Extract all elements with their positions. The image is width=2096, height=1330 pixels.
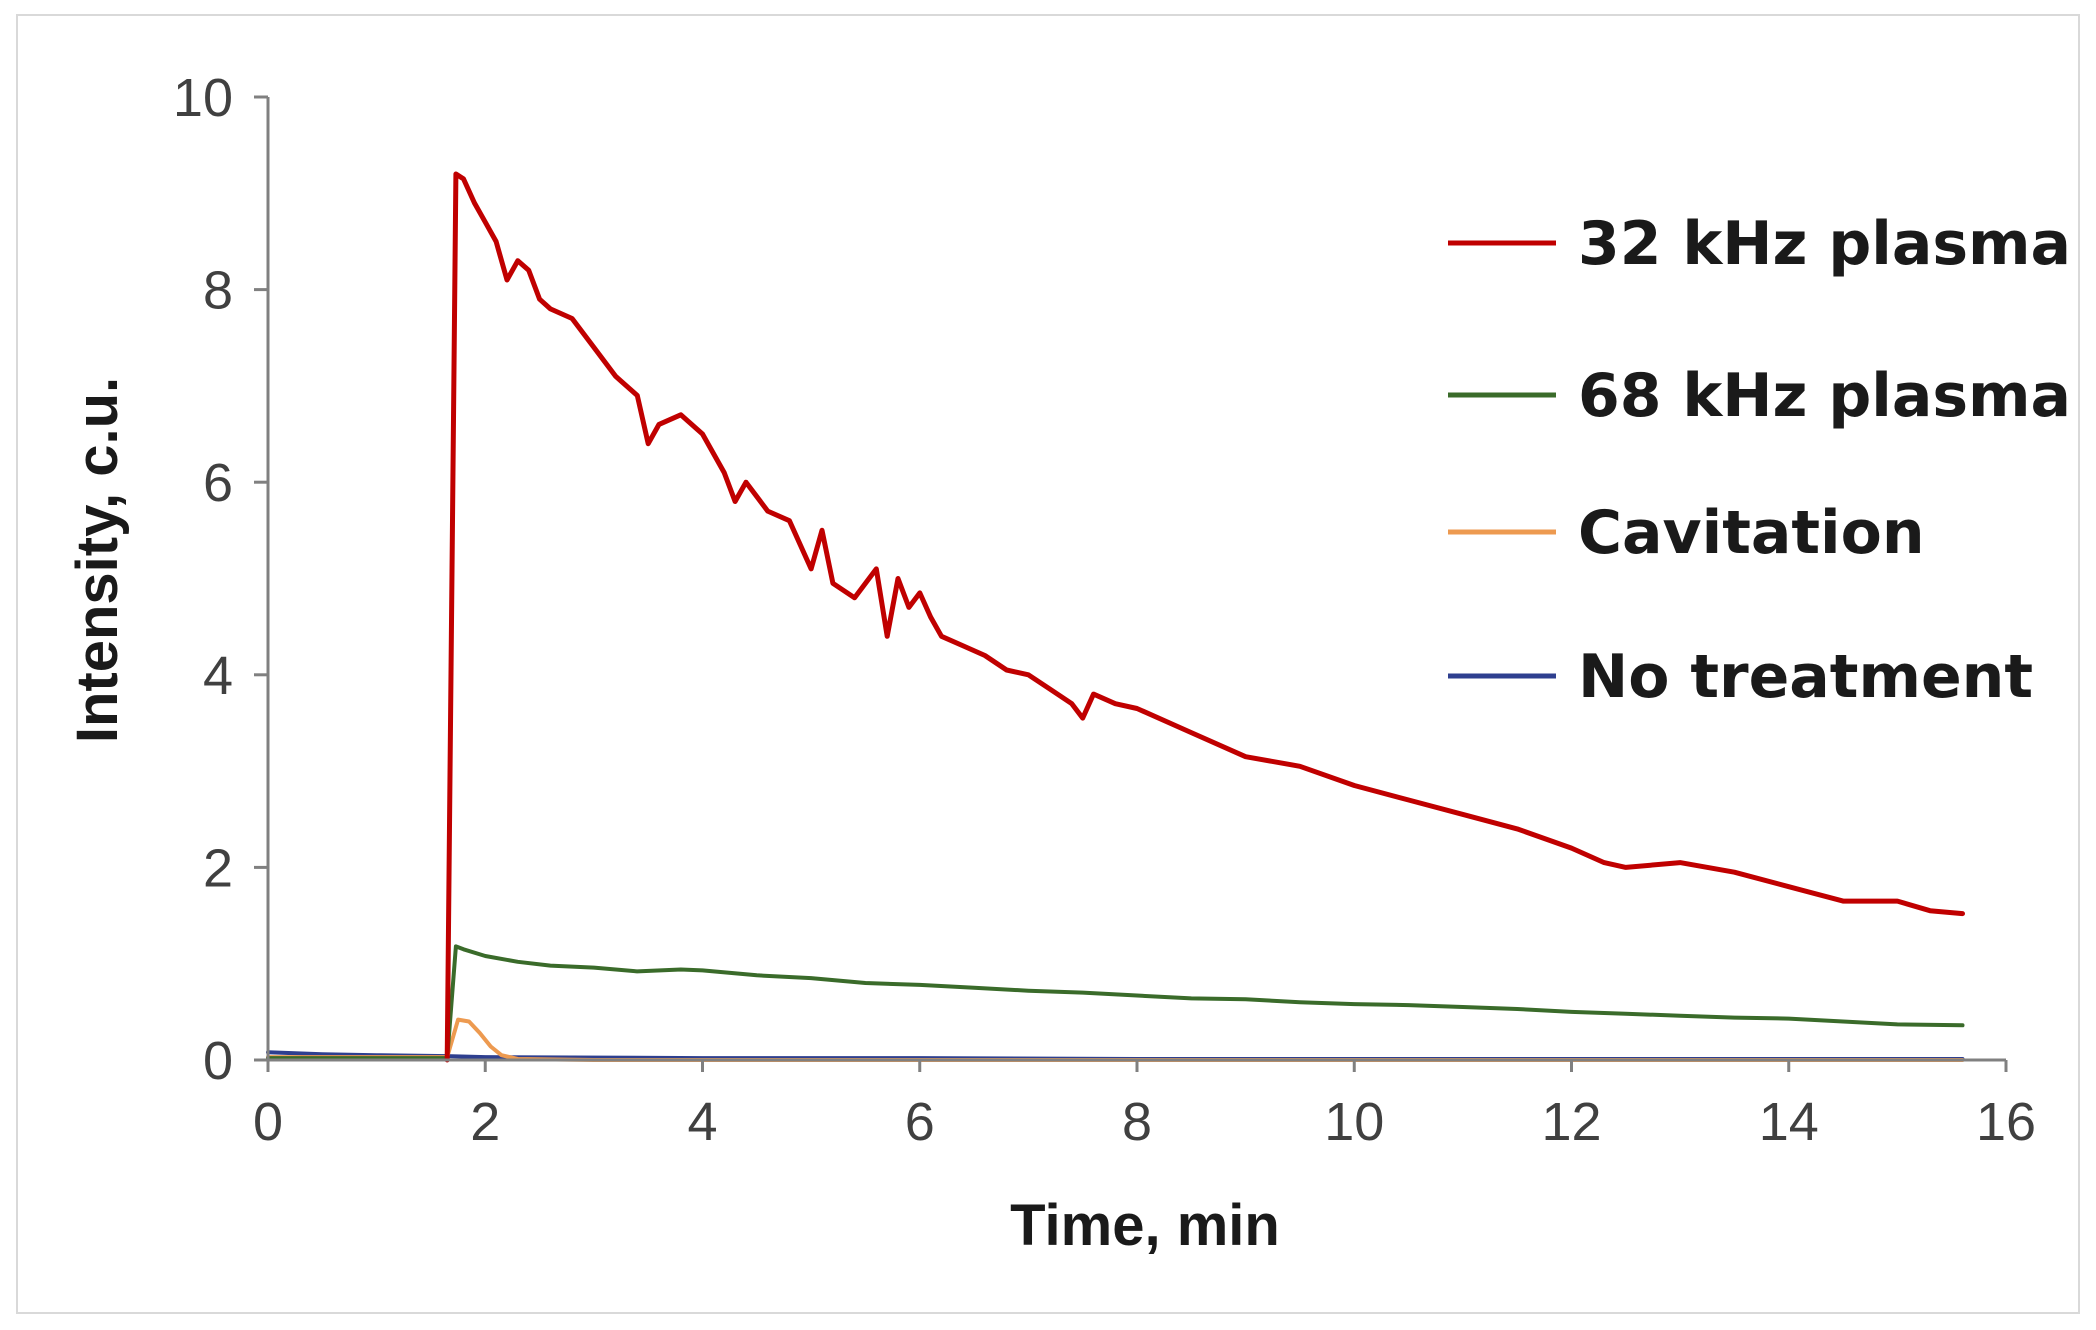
x-tick-label: 0 xyxy=(253,1092,283,1152)
chart-frame xyxy=(16,14,2080,1314)
legend-label: No treatment xyxy=(1578,642,2033,712)
x-tick-label: 16 xyxy=(1976,1092,2036,1152)
y-tick-label: 6 xyxy=(203,453,233,513)
y-axis-title: Intensity, c.u. xyxy=(65,377,130,743)
x-tick-label: 12 xyxy=(1541,1092,1601,1152)
series-line-1 xyxy=(266,944,1965,1061)
x-tick-label: 2 xyxy=(470,1092,500,1152)
x-tick-label: 10 xyxy=(1324,1092,1384,1152)
legend-label: 68 kHz plasma xyxy=(1578,361,2071,431)
y-tick-label: 2 xyxy=(203,838,233,898)
x-tick-label: 6 xyxy=(905,1092,935,1152)
y-tick-label: 0 xyxy=(203,1031,233,1091)
legend: 32 kHz plasma 68 kHz plasma Cavitation No t… xyxy=(1448,209,2071,712)
series-layer xyxy=(266,171,1965,1063)
legend-label: 32 kHz plasma xyxy=(1578,209,2071,279)
x-tick-label: 4 xyxy=(687,1092,717,1152)
y-tick-label: 8 xyxy=(203,261,233,321)
y-tick-label: 10 xyxy=(173,68,233,128)
y-tick-label: 4 xyxy=(203,646,233,706)
series-line-2 xyxy=(266,1017,1965,1062)
legend-label: Cavitation xyxy=(1578,498,1925,568)
series-line-0 xyxy=(444,171,1965,1063)
ticks-layer: 0 2 4 6 8 10 12 14 16 0 2 4 6 8 10 xyxy=(173,68,2036,1152)
x-axis-title: Time, min xyxy=(1010,1193,1280,1258)
x-tick-label: 8 xyxy=(1122,1092,1152,1152)
x-tick-label: 14 xyxy=(1759,1092,1819,1152)
